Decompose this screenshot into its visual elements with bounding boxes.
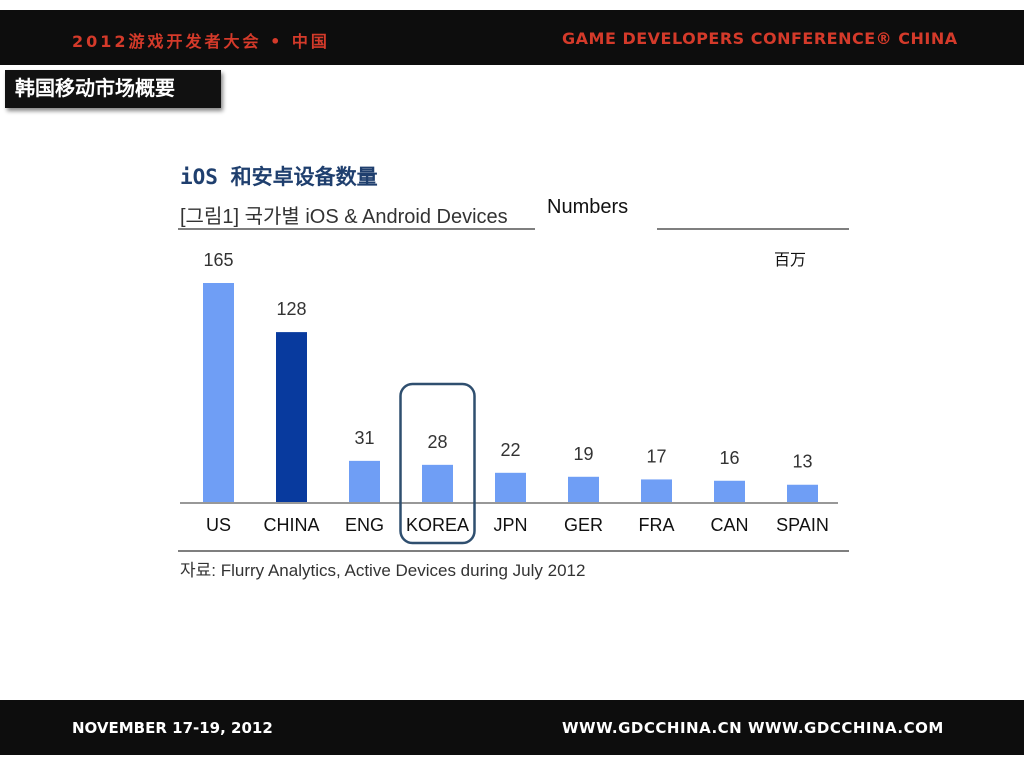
value-label-fra: 17	[646, 446, 666, 466]
section-label: 韩国移动市场概要	[5, 70, 221, 108]
footer-left-text: NOVEMBER 17-19, 2012	[72, 719, 273, 737]
footer-right-text: WWW.GDCCHINA.CN WWW.GDCCHINA.COM	[562, 719, 944, 737]
category-label-can: CAN	[710, 515, 748, 535]
value-label-china: 128	[276, 299, 306, 319]
bar-can	[714, 480, 745, 502]
value-label-us: 165	[203, 250, 233, 270]
category-label-us: US	[206, 515, 231, 535]
category-label-korea: KOREA	[406, 515, 469, 535]
category-label-eng: ENG	[345, 515, 384, 535]
bar-fra	[641, 479, 672, 502]
value-label-jpn: 22	[500, 440, 520, 460]
header-right-text: GAME DEVELOPERS CONFERENCE® CHINA	[562, 29, 958, 48]
bar-eng	[349, 460, 380, 502]
value-label-ger: 19	[573, 444, 593, 464]
source-label: 자료: Flurry Analytics, Active Devices dur…	[180, 561, 586, 580]
value-label-eng: 31	[354, 428, 374, 448]
numbers-label: Numbers	[547, 196, 629, 218]
value-label-korea: 28	[427, 432, 447, 452]
bar-china	[276, 332, 307, 502]
chart-title: iOS 和安卓设备数量	[180, 165, 378, 189]
category-label-china: CHINA	[263, 515, 319, 535]
header-left-text: 2012游戏开发者大会 • 中国	[72, 32, 330, 51]
bar-ger	[568, 476, 599, 502]
category-label-jpn: JPN	[493, 515, 527, 535]
bar-spain	[787, 484, 818, 502]
figure-label: [그림1] 국가별 iOS & Android Devices	[180, 206, 508, 228]
footer-bar: NOVEMBER 17-19, 2012 WWW.GDCCHINA.CN WWW…	[0, 700, 1024, 755]
header-bar: 2012游戏开发者大会 • 中国 GAME DEVELOPERS CONFERE…	[0, 10, 1024, 65]
value-label-spain: 13	[792, 452, 812, 472]
category-label-spain: SPAIN	[776, 515, 829, 535]
category-label-ger: GER	[564, 515, 603, 535]
bar-korea	[422, 464, 453, 502]
korea-highlight-box	[399, 382, 476, 545]
value-label-can: 16	[719, 448, 739, 468]
bar-jpn	[495, 472, 526, 502]
bar-us	[203, 283, 234, 502]
unit-label: 百万	[774, 250, 807, 269]
category-label-fra: FRA	[639, 515, 675, 535]
